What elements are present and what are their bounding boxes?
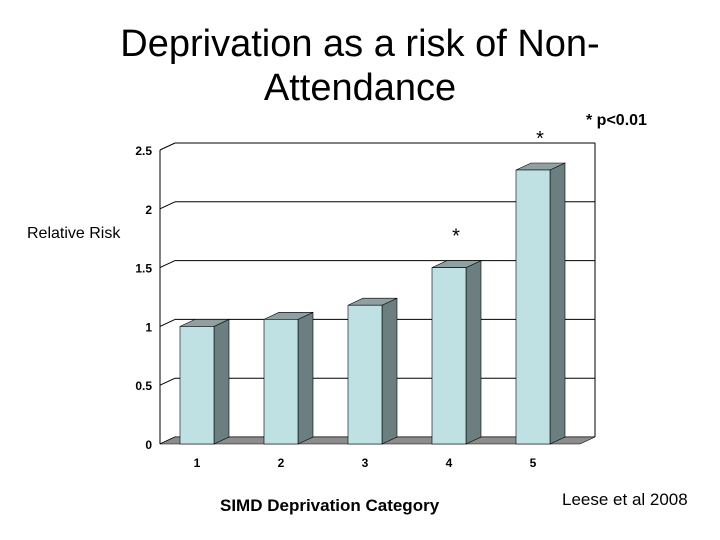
y-tick-label: 2.5 [135, 144, 152, 158]
x-tick-label: 3 [362, 456, 369, 470]
x-tick-label: 1 [194, 456, 201, 470]
x-tick-label: 2 [278, 456, 285, 470]
y-axis-label: Relative Risk [27, 225, 121, 242]
gridline-depth [159, 260, 176, 269]
citation: Leese et al 2008 [562, 490, 688, 509]
x-tick-label: 5 [530, 456, 537, 470]
significance-marker: * [452, 226, 460, 248]
slide-title: Deprivation as a risk of Non-Attendance [120, 23, 600, 109]
bar [179, 326, 215, 445]
significance-marker: * [536, 128, 544, 150]
bar [347, 304, 383, 445]
bar-side [549, 162, 566, 445]
y-tick-label: 1 [145, 320, 152, 334]
gridline-depth [159, 201, 176, 210]
significance-note: * p<0.01 [586, 112, 647, 129]
y-tick-label: 1.5 [135, 262, 152, 276]
y-tick-label: 0.5 [135, 379, 152, 393]
bar-side [297, 311, 314, 445]
gridline-depth [159, 377, 176, 386]
bar [431, 267, 467, 445]
bar-side [381, 297, 398, 445]
gridline-depth [159, 142, 176, 151]
gridline-depth [159, 318, 176, 327]
y-tick-label: 0 [145, 438, 152, 452]
bar [515, 169, 551, 445]
bar-side [465, 260, 482, 445]
x-axis-label: SIMD Deprivation Category [220, 496, 440, 515]
bar [263, 319, 299, 445]
bar-side [213, 318, 230, 445]
y-tick-label: 2 [145, 203, 152, 217]
x-tick-label: 4 [446, 456, 453, 470]
